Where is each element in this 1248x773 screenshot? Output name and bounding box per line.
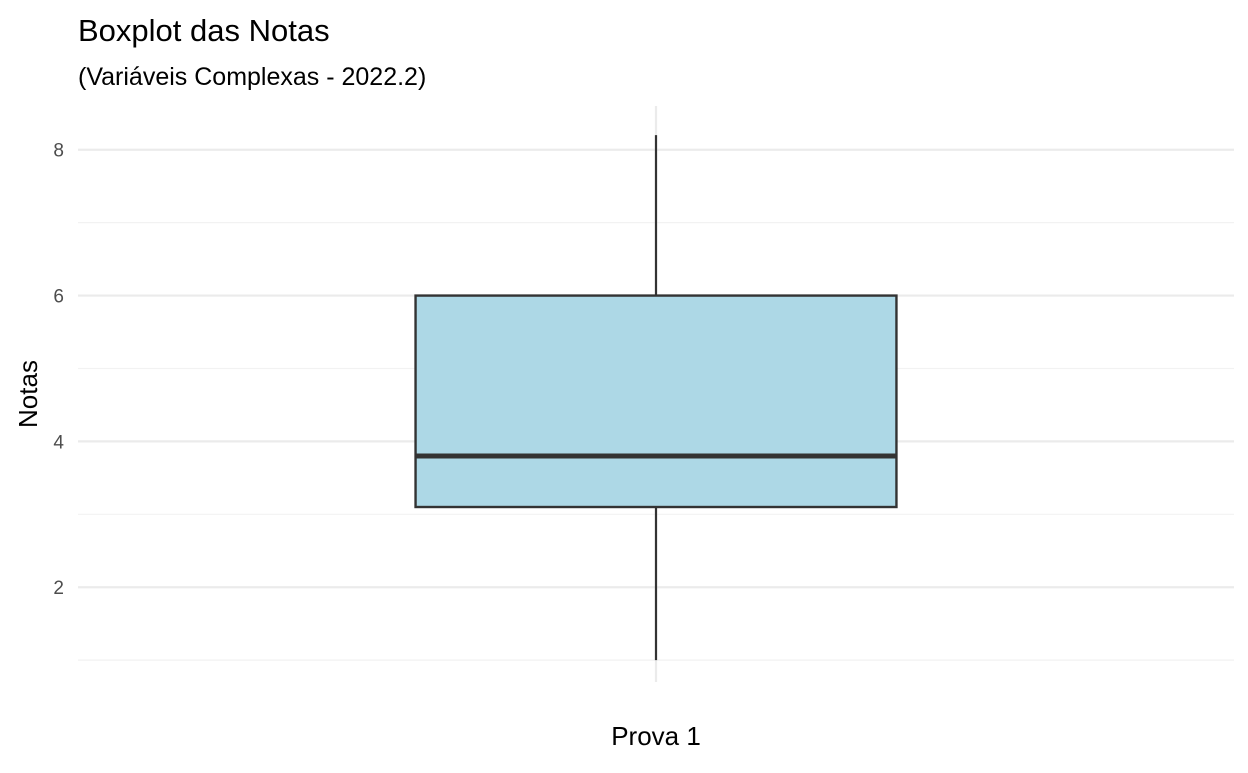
chart-subtitle: (Variáveis Complexas - 2022.2) [78, 63, 426, 91]
y-tick-label: 6 [53, 287, 64, 308]
y-axis-title: Notas [13, 360, 43, 428]
box-layer [414, 135, 898, 661]
x-tick-labels: Prova 1 [611, 721, 701, 751]
y-tick-labels: 2 4 6 8 [53, 141, 64, 599]
box-iqr [414, 294, 898, 509]
y-tick-label: 4 [53, 432, 64, 453]
y-tick-label: 2 [53, 578, 64, 599]
y-tick-label: 8 [53, 141, 64, 162]
chart-title: Boxplot das Notas [78, 13, 330, 48]
x-tick-label: Prova 1 [611, 721, 701, 751]
